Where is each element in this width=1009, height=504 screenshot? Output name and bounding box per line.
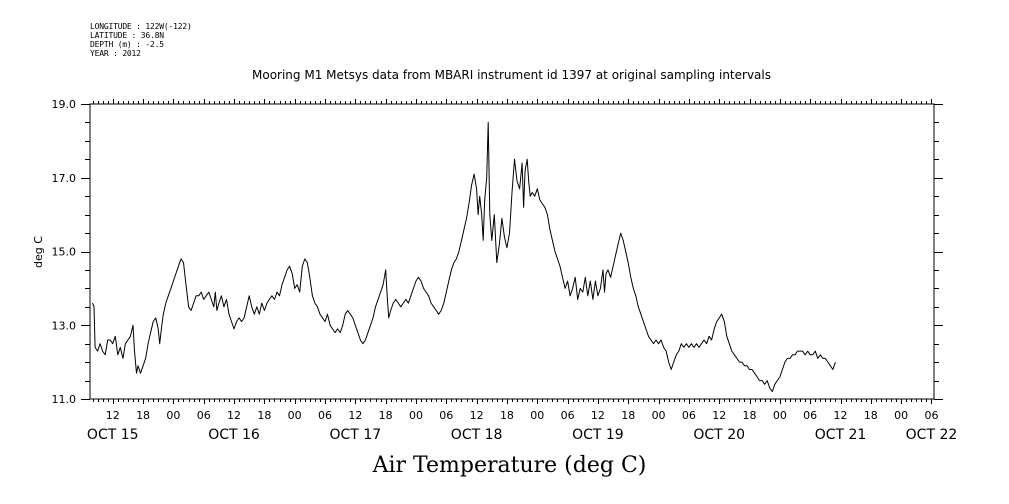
x-tick-label: 18	[743, 409, 757, 422]
y-tick-label: 17.0	[52, 172, 77, 185]
y-tick-label: 15.0	[52, 246, 77, 259]
chart-title-wrap: Mooring M1 Metsys data from MBARI instru…	[0, 68, 1009, 82]
x-axis-day-labels: OCT 15 OCT 16 OCT 17 OCT 18 OCT 19 OCT 20 OCT …	[87, 427, 957, 443]
depth-text: DEPTH (m) : -2.5	[90, 40, 164, 49]
variable-label-wrap: Air Temperature (deg C)	[0, 453, 1009, 478]
x-tick-label: 06	[318, 409, 332, 422]
x-tick-label: 06	[682, 409, 696, 422]
x-tick-label: 18	[500, 409, 514, 422]
plot-frame	[89, 103, 935, 400]
x-tick-label: 12	[591, 409, 605, 422]
x-tick-label: 12	[227, 409, 241, 422]
x-tick-label: 00	[652, 409, 666, 422]
x-tick-label: 00	[166, 409, 180, 422]
series-layer	[92, 121, 836, 393]
x-tick-label: 12	[470, 409, 484, 422]
x-tick-label: 06	[803, 409, 817, 422]
year-text: YEAR : 2012	[90, 49, 141, 58]
plot-border	[89, 103, 935, 400]
x-tick-label: 12	[348, 409, 362, 422]
x-tick-label: 00	[530, 409, 544, 422]
x-day-label: OCT 17	[330, 427, 382, 443]
x-tick-label: 18	[621, 409, 635, 422]
x-day-label: OCT 21	[815, 427, 867, 443]
x-tick-label: 00	[894, 409, 908, 422]
x-day-label: OCT 16	[208, 427, 260, 443]
x-day-label: OCT 20	[693, 427, 745, 443]
y-tick-label: 13.0	[52, 319, 77, 332]
x-tick-label: 00	[409, 409, 423, 422]
variable-label: Air Temperature (deg C)	[372, 453, 647, 478]
x-day-label: OCT 15	[87, 427, 139, 443]
series-line	[92, 121, 836, 393]
longitude-text: LONGITUDE : 122W(-122)	[90, 22, 192, 31]
chart-title: Mooring M1 Metsys data from MBARI instru…	[252, 68, 771, 82]
x-day-label: OCT 18	[451, 427, 503, 443]
y-axis-label: deg C	[32, 236, 45, 268]
latitude-text: LATITUDE : 36.8N	[90, 31, 164, 40]
x-axis-tick-labels: 12 18 00 06 12 18 00 06 12 18 00 06 12 18 00 06 12 18 00 06…	[106, 409, 939, 422]
x-tick-label: 00	[773, 409, 787, 422]
x-day-label: OCT 19	[572, 427, 624, 443]
x-tick-label: 06	[924, 409, 938, 422]
x-tick-label: 18	[257, 409, 271, 422]
x-tick-label: 12	[712, 409, 726, 422]
x-day-label: OCT 22	[906, 427, 958, 443]
y-tick-label: 19.0	[52, 98, 77, 111]
x-tick-label: 18	[136, 409, 150, 422]
x-tick-label: 12	[834, 409, 848, 422]
x-tick-label: 18	[864, 409, 878, 422]
x-tick-label: 00	[288, 409, 302, 422]
y-axis-tick-labels: 11.0 13.0 15.0 17.0 19.0	[52, 98, 77, 406]
x-tick-label: 12	[106, 409, 120, 422]
x-tick-label: 18	[379, 409, 393, 422]
axis-ticks	[81, 99, 943, 404]
y-tick-label: 11.0	[52, 393, 77, 406]
x-tick-label: 06	[197, 409, 211, 422]
x-tick-label: 06	[561, 409, 575, 422]
x-tick-label: 06	[439, 409, 453, 422]
